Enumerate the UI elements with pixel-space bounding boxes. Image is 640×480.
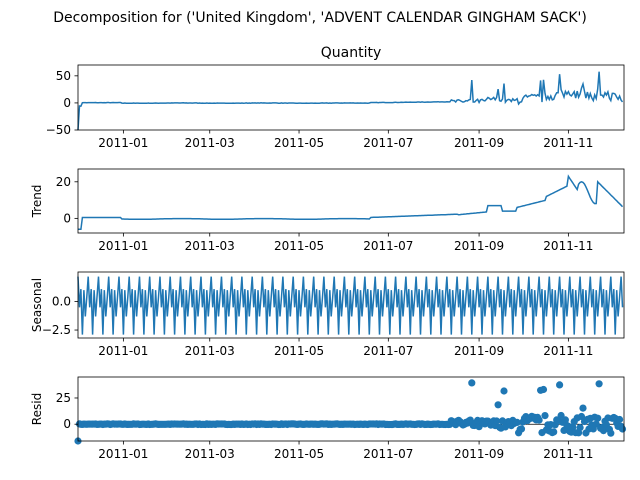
panel-frame xyxy=(77,271,625,339)
resid-point xyxy=(517,425,526,433)
panel-frame xyxy=(77,376,625,442)
x-tick-label: 2011-09 xyxy=(454,136,504,150)
x-tick-label: 2011-01 xyxy=(98,136,148,150)
seasonal-line xyxy=(77,276,624,335)
resid-point xyxy=(493,417,501,425)
resid-point xyxy=(579,404,587,412)
resid-point xyxy=(513,418,521,426)
resid-point xyxy=(550,428,558,436)
x-tick-label: 2011-07 xyxy=(363,239,413,253)
y-axis-label: Seasonal xyxy=(30,278,44,332)
x-tick-label: 2011-09 xyxy=(454,447,504,461)
y-axis-label: Resid xyxy=(30,393,44,425)
resid-point xyxy=(618,425,627,433)
panel-4: Resid 25 0 2011-01 2011-03 2011-05 2011-07 2011… xyxy=(30,376,627,461)
x-tick-label: 2011-09 xyxy=(454,344,504,358)
x-tick-label: 2011-01 xyxy=(98,344,148,358)
x-tick-label: 2011-01 xyxy=(98,239,148,253)
resid-point xyxy=(599,427,608,435)
resid-point xyxy=(500,387,508,395)
panel-title: Quantity xyxy=(321,45,382,61)
x-tick-label: 2011-05 xyxy=(274,344,324,358)
resid-point xyxy=(539,385,548,394)
x-tick-label: 2011-07 xyxy=(363,344,413,358)
resid-point xyxy=(494,401,502,409)
resid-point xyxy=(535,416,543,424)
x-tick-label: 2011-03 xyxy=(185,447,235,461)
x-tick-label: 2011-07 xyxy=(363,136,413,150)
x-tick-label: 2011-11 xyxy=(543,136,593,150)
resid-point xyxy=(556,381,564,389)
panel-3: Seasonal 0.0 −2.5 2011-01 2011-03 2011-05 2011… xyxy=(30,271,625,358)
x-tick-label: 2011-03 xyxy=(185,239,235,253)
panel-frame xyxy=(77,64,625,131)
panel-1: Quantity 50 0 −50 2011-01 2011-03 2011-05 2011-… xyxy=(46,45,625,150)
x-tick-label: 2011-05 xyxy=(274,239,324,253)
x-tick-label: 2011-11 xyxy=(543,344,593,358)
x-tick-label: 2011-11 xyxy=(543,447,593,461)
y-tick-label: 25 xyxy=(56,391,71,405)
x-tick-label: 2011-05 xyxy=(274,136,324,150)
resid-point xyxy=(595,380,603,388)
resid-point xyxy=(561,416,570,424)
y-tick-label: −2.5 xyxy=(42,323,71,337)
x-tick-label: 2011-01 xyxy=(98,447,148,461)
x-tick-label: 2011-11 xyxy=(543,239,593,253)
panel-2: Trend 20 0 2011-01 2011-03 2011-05 2011-07 2011… xyxy=(30,168,625,253)
x-tick-label: 2011-07 xyxy=(363,447,413,461)
y-tick-label: 0.0 xyxy=(52,295,71,309)
y-axis-label: Trend xyxy=(30,185,44,219)
resid-point xyxy=(569,423,577,431)
resid-point xyxy=(616,415,624,424)
trend-line xyxy=(78,174,624,231)
panel-frame xyxy=(77,168,625,234)
resid-point xyxy=(466,416,474,424)
figure-title: Decomposition for ('United Kingdom', 'AD… xyxy=(53,10,587,26)
resid-point xyxy=(594,414,602,422)
y-tick-label: −50 xyxy=(46,123,71,137)
resid-point xyxy=(468,379,476,387)
y-tick-label: 0 xyxy=(63,211,71,225)
x-tick-label: 2011-03 xyxy=(185,344,235,358)
resid-point xyxy=(557,411,565,420)
y-tick-label: 20 xyxy=(56,175,71,189)
resid-point xyxy=(607,429,615,437)
x-tick-label: 2011-09 xyxy=(454,239,504,253)
y-tick-label: 50 xyxy=(56,69,71,83)
y-tick-label: 0 xyxy=(63,417,71,431)
y-tick-label: 0 xyxy=(63,96,71,110)
x-tick-label: 2011-03 xyxy=(185,136,235,150)
resid-point xyxy=(576,424,584,432)
quantity-line xyxy=(77,71,624,131)
x-tick-label: 2011-05 xyxy=(274,447,324,461)
resid-point xyxy=(541,412,549,420)
